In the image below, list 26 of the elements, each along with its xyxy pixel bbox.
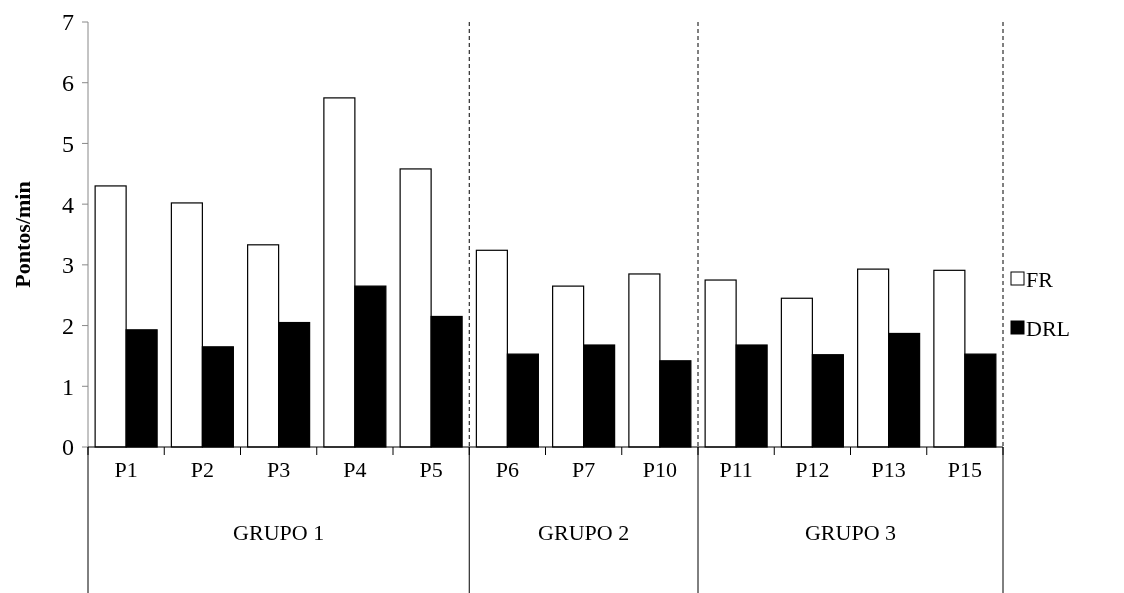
x-tick-label: P3 — [267, 457, 291, 482]
legend-label: FR — [1026, 266, 1054, 292]
x-tick-label: P7 — [572, 457, 596, 482]
text: GRUPO 1 — [233, 520, 325, 545]
y-tick-label: 0 — [62, 434, 74, 461]
y-tick-label: 4 — [62, 191, 74, 218]
x-tick-label: P12 — [795, 457, 830, 482]
x-tick-label: P4 — [343, 457, 367, 482]
x-tick-label: P10 — [642, 457, 677, 482]
y-tick-label: 5 — [62, 130, 74, 157]
y-tick-label: 3 — [62, 252, 74, 279]
y-tick-label: 7 — [62, 9, 74, 36]
y-tick-label: 6 — [62, 70, 74, 97]
y-tick-label: 1 — [62, 373, 74, 400]
y-tick-label: 2 — [62, 312, 74, 339]
text: GRUPO 3 — [804, 520, 897, 545]
x-tick-label: P11 — [719, 457, 753, 482]
x-tick-label: P5 — [419, 457, 443, 482]
x-tick-label: P13 — [871, 457, 906, 482]
legend-label: DRL — [1026, 315, 1070, 341]
y-axis-title: Pontos/min — [10, 181, 35, 288]
x-tick-label: P2 — [190, 457, 214, 482]
x-tick-label: P1 — [114, 457, 138, 482]
text: GRUPO 2 — [538, 520, 630, 545]
x-tick-label: P6 — [495, 457, 519, 482]
x-tick-label: P15 — [947, 457, 982, 482]
